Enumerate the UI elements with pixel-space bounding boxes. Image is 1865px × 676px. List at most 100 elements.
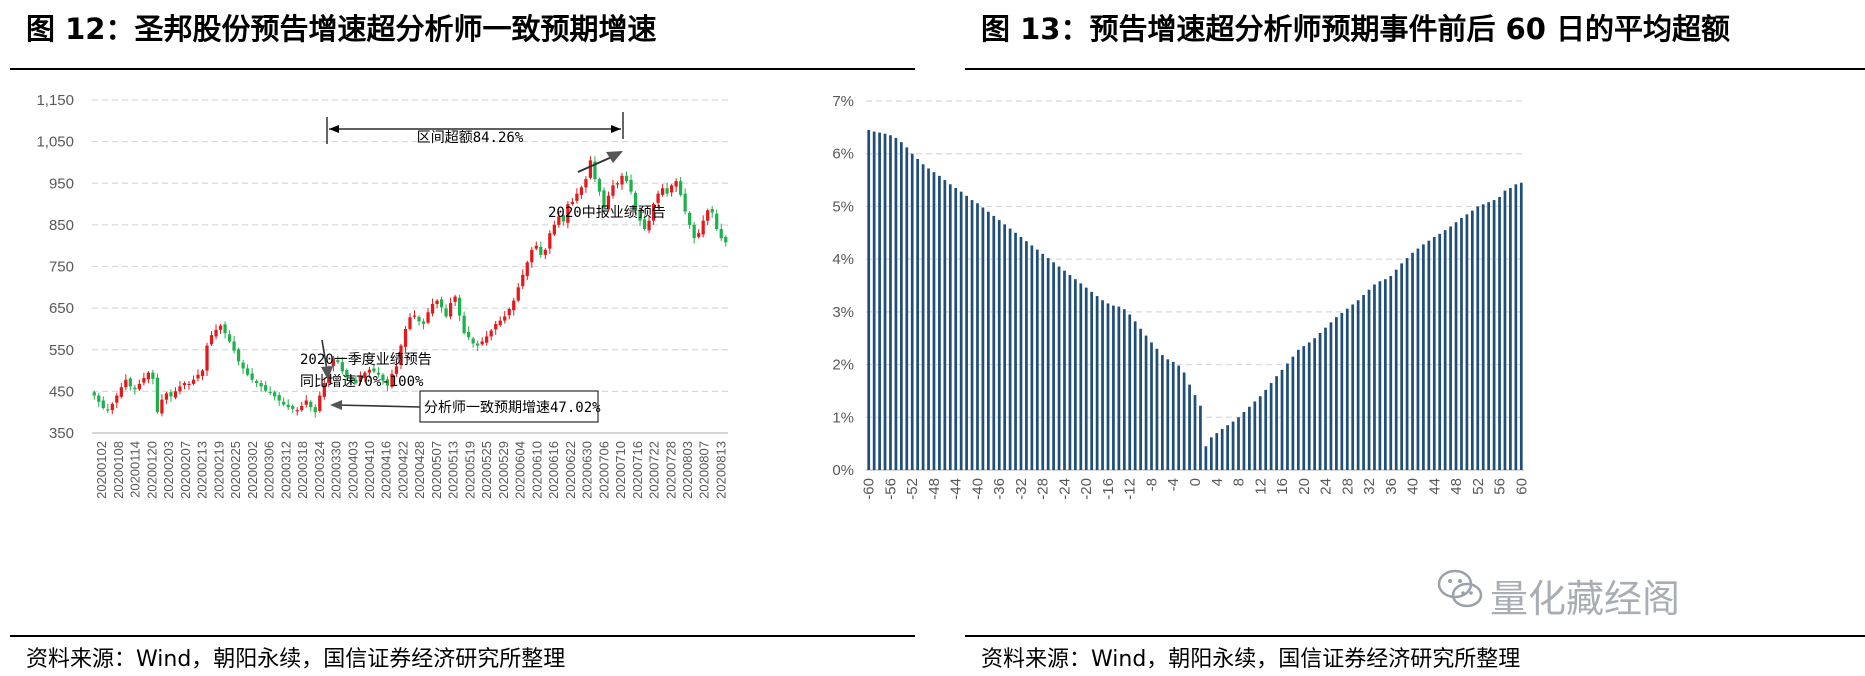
x-tick-label: 20200722 <box>647 441 662 499</box>
bar <box>1057 266 1061 470</box>
candle-body <box>363 372 367 379</box>
candle-body <box>588 160 593 178</box>
bar <box>1324 327 1327 470</box>
candle-body <box>597 179 602 192</box>
y-tick-label: 550 <box>49 342 74 359</box>
bar <box>1035 249 1039 470</box>
candle-body <box>584 179 588 188</box>
candle-body <box>606 195 611 210</box>
x-tick-label: 20200716 <box>630 441 645 499</box>
bar <box>1465 214 1469 470</box>
y-tick-label: 5% <box>832 198 854 215</box>
bar <box>1248 406 1251 470</box>
candle-body <box>412 315 417 317</box>
bar <box>1237 417 1240 470</box>
candle-body <box>119 387 123 397</box>
x-tick-label: 20200219 <box>211 441 226 499</box>
bar <box>1182 372 1186 470</box>
right-chart-title: 图 13：预告增速超分析师预期事件前后 60 日的平均超额 <box>981 12 1731 46</box>
x-tick-label: 20200616 <box>546 441 561 499</box>
y-tick-label: 3% <box>832 304 854 321</box>
bar <box>1074 279 1077 470</box>
bar <box>1052 262 1055 470</box>
x-tick-label: 56 <box>1492 478 1509 495</box>
bar <box>1296 349 1300 470</box>
candle-body <box>155 377 160 413</box>
candle-body <box>706 210 710 221</box>
bar <box>1242 412 1246 470</box>
bar <box>1394 269 1398 470</box>
candle-body <box>426 312 430 323</box>
candle-body <box>376 372 381 375</box>
bar <box>1438 233 1442 470</box>
candle-body <box>92 392 96 396</box>
candle-body <box>223 324 227 334</box>
candle-body <box>503 316 507 321</box>
x-tick-label: 36 <box>1383 478 1400 495</box>
bar <box>1286 363 1289 470</box>
candle-body <box>399 345 403 366</box>
candle-body <box>408 317 412 329</box>
y-tick-label: 2% <box>832 357 854 374</box>
candle-body <box>227 334 232 342</box>
x-tick-label: 20200813 <box>713 441 728 499</box>
x-tick-label: 20200324 <box>312 441 327 499</box>
candle-body <box>381 374 385 381</box>
candle-body <box>196 374 200 379</box>
bar <box>1079 283 1083 470</box>
candle-body <box>142 378 146 383</box>
candle-body <box>548 233 552 249</box>
candle-body <box>268 391 272 393</box>
candle-body <box>101 400 105 409</box>
watermark-text: 量化藏经阁 <box>1490 577 1681 621</box>
candle-body <box>151 372 155 379</box>
bar <box>1340 312 1344 470</box>
x-tick-label: 40 <box>1405 478 1422 495</box>
bar <box>1329 322 1333 470</box>
x-tick-label: -32 <box>1013 478 1030 500</box>
x-tick-label: -20 <box>1078 478 1095 500</box>
candle-body <box>169 392 173 397</box>
bar <box>948 184 952 470</box>
candle-body <box>300 405 304 411</box>
candle-body <box>173 391 178 398</box>
candle-body <box>710 209 714 213</box>
x-tick-label: 20200622 <box>563 441 578 499</box>
bar <box>1171 361 1175 470</box>
candle-body <box>354 379 358 384</box>
x-tick-label: 20200803 <box>680 441 695 499</box>
candle-body <box>430 303 435 314</box>
annotation-range-excess: 区间超额84.26% <box>417 130 524 146</box>
bar <box>1302 346 1306 470</box>
candle-body <box>336 360 340 363</box>
bar <box>1416 248 1420 470</box>
bar <box>1166 359 1170 470</box>
x-tick-label: 20200120 <box>144 441 159 499</box>
candle-body <box>724 236 728 243</box>
x-tick-label: -4 <box>1165 478 1182 491</box>
bar <box>997 220 1001 470</box>
x-tick-label: 44 <box>1426 478 1443 495</box>
x-tick-label: 12 <box>1252 478 1269 495</box>
candle-body <box>566 204 570 223</box>
bar <box>1220 428 1224 470</box>
bar <box>872 131 876 470</box>
x-tick-label: -48 <box>926 478 943 500</box>
bar <box>1019 237 1023 470</box>
candle-body <box>557 216 561 225</box>
candle-body <box>390 373 394 387</box>
bar <box>1014 232 1017 470</box>
bar-chart: 7%6%5%4%3%2%1%0%-60 -56 -52 -48 -44 -40 -36 -32… <box>832 93 1530 500</box>
candle-body <box>340 362 344 372</box>
candle-body <box>462 315 466 334</box>
x-tick-label: -56 <box>882 478 899 500</box>
bar <box>894 137 898 470</box>
candle-body <box>651 204 656 221</box>
annotation-analyst-growth: 分析师一致预期增速47.02% <box>424 400 601 416</box>
bar <box>1231 421 1235 470</box>
bar <box>1291 356 1295 470</box>
bar <box>1400 263 1404 470</box>
x-tick-label: 20200403 <box>345 441 360 499</box>
bar <box>927 168 930 470</box>
